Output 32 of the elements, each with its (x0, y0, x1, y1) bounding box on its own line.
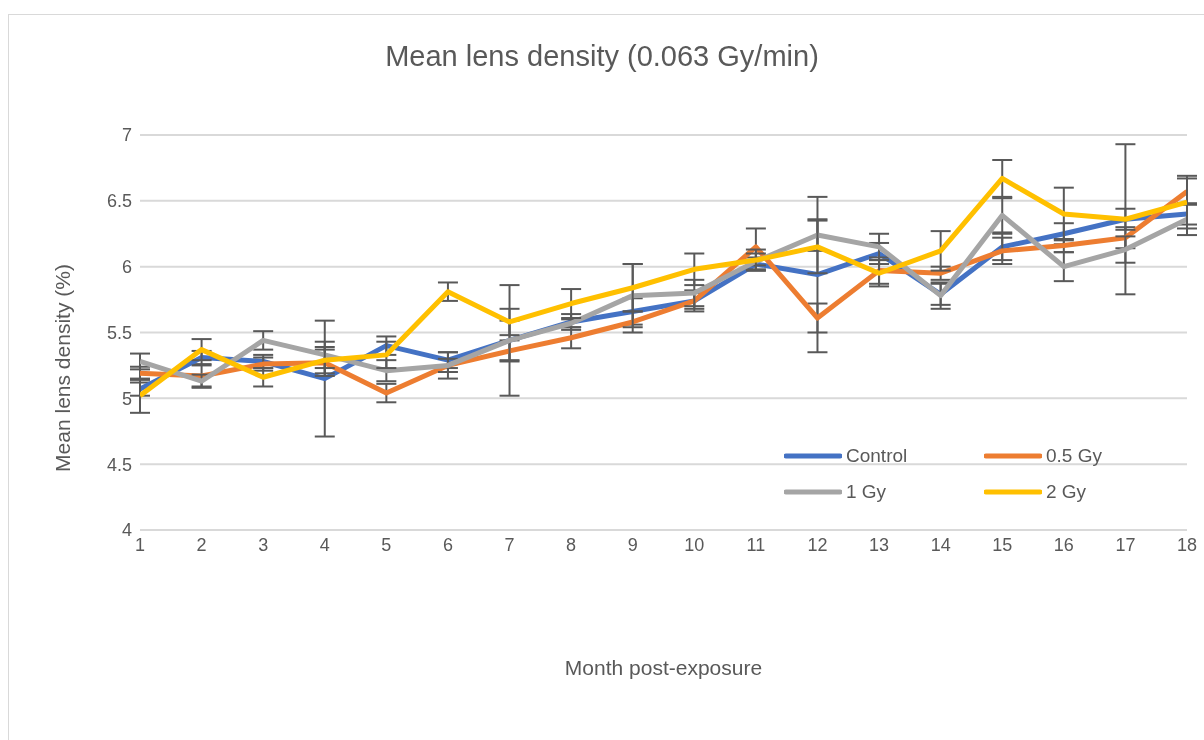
y-axis-title: Mean lens density (%) (51, 264, 75, 472)
y-tick-label: 6.5 (106, 191, 132, 212)
y-tick-label: 7 (121, 125, 132, 146)
legend-label: 0.5 Gy (1046, 445, 1102, 467)
x-tick-label: 7 (504, 534, 515, 555)
x-tick-label: 11 (746, 534, 766, 555)
y-tick-label: 5 (121, 388, 132, 409)
x-tick-label: 8 (566, 534, 577, 555)
x-tick-label: 5 (381, 534, 392, 555)
legend-label: 2 Gy (1046, 481, 1087, 503)
legend-label: 1 Gy (846, 481, 887, 503)
x-tick-label: 16 (1053, 534, 1074, 555)
x-tick-label: 18 (1176, 534, 1198, 555)
y-tick-label: 4 (121, 520, 132, 541)
x-tick-label: 10 (684, 534, 705, 555)
y-tick-label: 6 (121, 257, 132, 278)
x-tick-label: 6 (442, 534, 453, 555)
x-tick-label: 17 (1115, 534, 1136, 555)
x-tick-label: 12 (807, 534, 828, 555)
x-tick-label: 14 (930, 534, 951, 555)
y-tick-label: 5.5 (106, 322, 132, 343)
chart-title: Mean lens density (0.063 Gy/min) (384, 40, 820, 73)
x-tick-label: 15 (992, 534, 1013, 555)
y-tick-label: 4.5 (106, 454, 132, 475)
x-tick-label: 13 (869, 534, 890, 555)
x-tick-label: 3 (258, 534, 269, 555)
x-tick-label: 1 (134, 534, 146, 555)
legend-label: Control (846, 445, 908, 467)
x-tick-label: 4 (319, 534, 330, 555)
x-axis-title: Month post-exposure (563, 656, 764, 680)
x-tick-label: 2 (196, 534, 207, 555)
x-tick-label: 9 (627, 534, 638, 555)
